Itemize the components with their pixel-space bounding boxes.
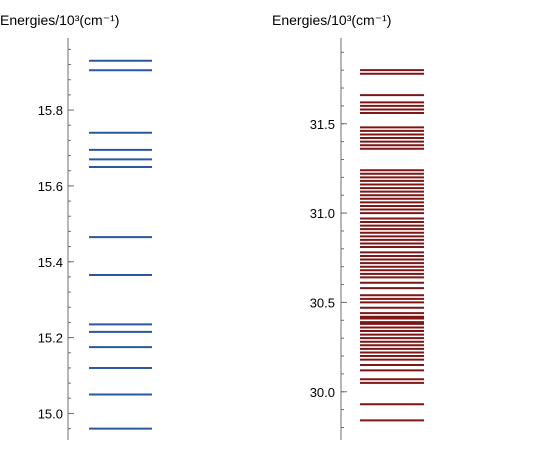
- panel-2: Energies/10³(cm⁻¹) 30.0 30.5 31.0 31.5: [272, 12, 424, 440]
- y-tick-label: 15.6: [38, 179, 63, 194]
- y-tick-label: 31.0: [310, 206, 335, 221]
- y-tick-label: 31.5: [310, 117, 335, 132]
- y-tick-label: 15.8: [38, 103, 63, 118]
- panel-1: Energies/10³(cm⁻¹) 15.0 15.2 15.4 15.6 15.8: [0, 12, 152, 440]
- y-tick-label: 15.2: [38, 331, 63, 346]
- y-tick-label: 30.0: [310, 385, 335, 400]
- y-tick-label: 15.4: [38, 255, 63, 270]
- y-tick-label: 15.0: [38, 406, 63, 421]
- axis-title: Energies/10³(cm⁻¹): [272, 12, 391, 28]
- y-tick-label: 30.5: [310, 295, 335, 310]
- axis-title: Energies/10³(cm⁻¹): [0, 12, 119, 28]
